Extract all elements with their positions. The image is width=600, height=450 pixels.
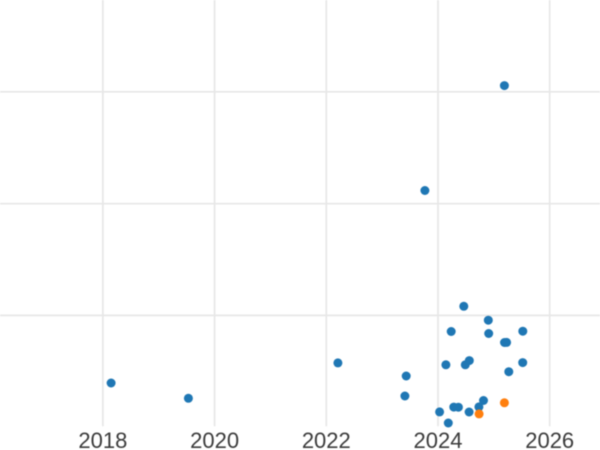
svg-text:2018: 2018 [78, 428, 127, 450]
svg-text:2026: 2026 [525, 428, 574, 450]
svg-text:2024: 2024 [414, 428, 463, 450]
svg-text:2022: 2022 [302, 428, 351, 450]
svg-text:2020: 2020 [190, 428, 239, 450]
